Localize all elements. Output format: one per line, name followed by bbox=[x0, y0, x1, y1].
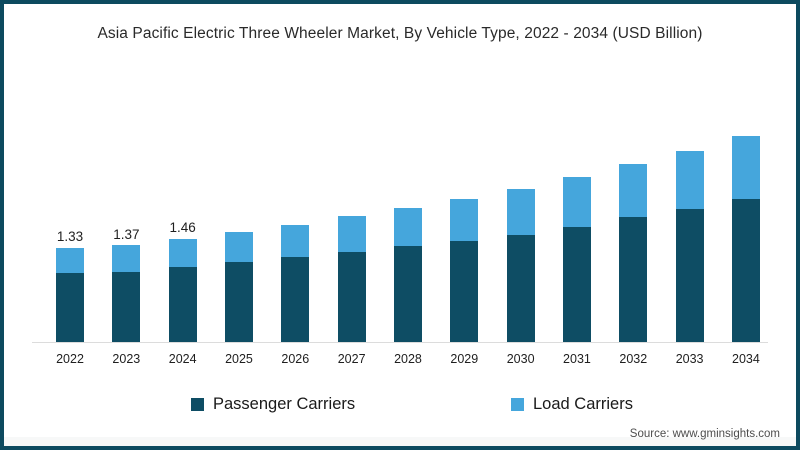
bar-stack bbox=[731, 129, 760, 342]
bar-group-2022: 1.33 bbox=[56, 129, 84, 342]
bar-group-2025 bbox=[224, 129, 253, 342]
passenger-carriers-segment bbox=[562, 226, 591, 342]
passenger-carriers-segment bbox=[56, 273, 84, 342]
passenger-carriers-segment bbox=[731, 199, 760, 342]
legend-label-passenger-carriers: Passenger Carriers bbox=[213, 395, 356, 413]
x-axis-labels: 2022 2023 2024 2025 2026 2027 2028 2029 2030 2031… bbox=[56, 352, 760, 366]
passenger-carriers-segment bbox=[337, 252, 366, 342]
load-carriers-segment bbox=[393, 207, 422, 246]
passenger-carriers-segment bbox=[112, 272, 141, 342]
bar-group-2024: 1.46 bbox=[168, 129, 197, 342]
load-carriers-segment bbox=[56, 247, 84, 274]
x-axis-label-2032: 2032 bbox=[619, 352, 648, 366]
load-carriers-segment bbox=[337, 216, 366, 253]
passenger-carriers-swatch bbox=[191, 398, 204, 411]
total-value-label: 1.37 bbox=[113, 226, 140, 242]
x-axis-label-2029: 2029 bbox=[450, 352, 479, 366]
x-axis-label-2033: 2033 bbox=[675, 352, 704, 366]
bar-group-2029 bbox=[450, 129, 479, 342]
passenger-carriers-segment bbox=[619, 216, 648, 342]
passenger-carriers-segment bbox=[675, 209, 704, 342]
bar-stack: 1.33 bbox=[56, 129, 84, 342]
x-axis-label-2024: 2024 bbox=[168, 352, 197, 366]
load-carriers-segment bbox=[675, 151, 704, 210]
bar-stack bbox=[619, 129, 648, 342]
bar-group-2032 bbox=[619, 129, 648, 342]
bar-stack: 1.46 bbox=[168, 129, 197, 342]
x-axis-label-2025: 2025 bbox=[225, 352, 253, 366]
bar-stack bbox=[450, 129, 479, 342]
load-carriers-segment bbox=[281, 224, 310, 258]
bar-stack bbox=[281, 129, 310, 342]
x-axis-label-2027: 2027 bbox=[337, 352, 366, 366]
bar-group-2034 bbox=[731, 129, 760, 342]
load-carriers-segment bbox=[112, 245, 141, 272]
footer-strip bbox=[4, 437, 796, 446]
bar-stack bbox=[675, 129, 704, 342]
plot-area: 1.33 1.37 1.46 bbox=[56, 129, 760, 342]
load-carriers-segment bbox=[619, 163, 648, 217]
x-axis-label-2031: 2031 bbox=[563, 352, 591, 366]
total-value-label: 1.46 bbox=[169, 220, 196, 236]
passenger-carriers-segment bbox=[393, 245, 422, 342]
chart-title: Asia Pacific Electric Three Wheeler Mark… bbox=[97, 25, 703, 42]
x-axis-label-2023: 2023 bbox=[112, 352, 141, 366]
bar-group-2033 bbox=[675, 129, 704, 342]
source-text: Source: www.gminsights.com bbox=[629, 428, 780, 440]
x-axis-label-2022: 2022 bbox=[56, 352, 84, 366]
x-axis-label-2034: 2034 bbox=[732, 352, 760, 366]
legend-item-load-carriers: Load Carriers bbox=[511, 395, 633, 414]
x-axis-line bbox=[32, 342, 768, 343]
passenger-carriers-segment bbox=[224, 262, 253, 342]
load-carriers-swatch bbox=[511, 398, 524, 411]
load-carriers-segment bbox=[506, 189, 535, 235]
load-carriers-segment bbox=[731, 136, 760, 200]
bar-group-2027 bbox=[337, 129, 366, 342]
load-carriers-segment bbox=[562, 177, 591, 227]
bar-stack bbox=[337, 129, 366, 342]
legend-label-load-carriers: Load Carriers bbox=[533, 395, 633, 413]
passenger-carriers-segment bbox=[450, 240, 479, 342]
total-value-label: 1.33 bbox=[56, 229, 84, 245]
bar-group-2026 bbox=[281, 129, 310, 342]
bar-stack bbox=[393, 129, 422, 342]
passenger-carriers-segment bbox=[281, 257, 310, 342]
bar-stack bbox=[506, 129, 535, 342]
bar-group-2028 bbox=[393, 129, 422, 342]
load-carriers-segment bbox=[224, 231, 253, 263]
passenger-carriers-segment bbox=[168, 267, 197, 342]
load-carriers-segment bbox=[168, 238, 197, 268]
x-axis-label-2028: 2028 bbox=[394, 352, 422, 366]
bar-group-2023: 1.37 bbox=[112, 129, 141, 342]
bar-stack: 1.37 bbox=[112, 129, 141, 342]
legend-item-passenger-carriers: Passenger Carriers bbox=[191, 395, 355, 414]
bar-stack bbox=[562, 129, 591, 342]
passenger-carriers-segment bbox=[506, 234, 535, 342]
bar-group-2030 bbox=[506, 129, 535, 342]
bar-group-2031 bbox=[562, 129, 591, 342]
load-carriers-segment bbox=[450, 199, 479, 241]
x-axis-label-2030: 2030 bbox=[506, 352, 535, 366]
bar-stack bbox=[224, 129, 253, 342]
x-axis-label-2026: 2026 bbox=[281, 352, 310, 366]
